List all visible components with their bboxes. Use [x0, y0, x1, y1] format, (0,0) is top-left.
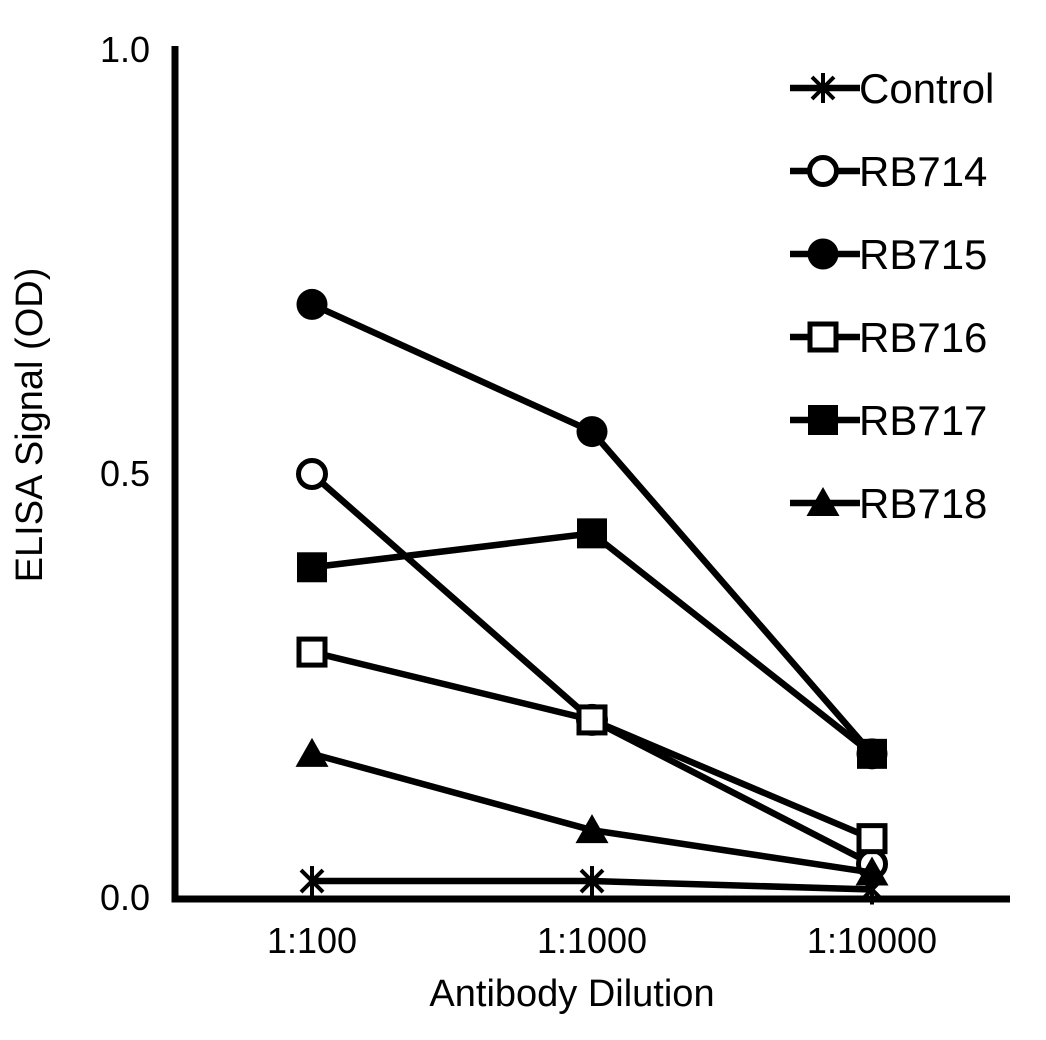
- legend-label: Control: [859, 65, 994, 112]
- square-open-marker: [856, 823, 888, 855]
- x-tick-label: 1:1000: [537, 920, 647, 961]
- y-tick-label: 0.5: [100, 453, 150, 494]
- data-series: [295, 288, 889, 905]
- y-tick-label: 0.0: [100, 877, 150, 918]
- x-axis-tick-labels: 1:100 1:1000 1:10000: [267, 920, 937, 961]
- circle-open-marker: [296, 458, 328, 490]
- square-filled-marker: [857, 738, 887, 769]
- triangle-filled-marker: [295, 737, 329, 767]
- legend-label: RB714: [859, 148, 987, 195]
- asterisk-marker: [579, 866, 605, 897]
- series-rb718: [295, 737, 889, 886]
- square-open-marker: [296, 636, 328, 668]
- square-filled-marker: [808, 405, 838, 435]
- y-tick-label: 1.0: [100, 29, 150, 70]
- series-rb716: [296, 636, 888, 855]
- legend: Control RB714 RB715 RB716 RB717 RB718: [790, 65, 994, 527]
- asterisk-marker: [299, 866, 325, 897]
- x-tick-label: 1:10000: [807, 920, 937, 961]
- series-line-rb718: [311, 750, 873, 876]
- legend-item-rb716: RB716: [790, 314, 987, 361]
- circle-open-marker: [807, 155, 839, 187]
- asterisk-marker: [810, 73, 836, 103]
- legend-label: RB717: [859, 397, 987, 444]
- legend-item-control: Control: [790, 65, 994, 112]
- legend-item-rb714: RB714: [790, 148, 987, 195]
- legend-item-rb718: RB718: [790, 480, 987, 527]
- legend-label: RB718: [859, 480, 987, 527]
- legend-item-rb715: RB715: [790, 231, 987, 278]
- square-filled-marker: [297, 552, 327, 583]
- y-axis-title: ELISA Signal (OD): [9, 268, 51, 583]
- circle-filled-marker: [807, 238, 839, 270]
- triangle-filled-marker: [575, 814, 609, 844]
- y-axis-tick-labels: 0.0 0.5 1.0: [100, 29, 150, 918]
- square-filled-marker: [577, 518, 607, 549]
- triangle-filled-marker: [855, 856, 889, 886]
- x-axis-title: Antibody Dilution: [429, 973, 714, 1015]
- series-line-rb716: [311, 648, 874, 842]
- legend-label: RB716: [859, 314, 987, 361]
- legend-label: RB715: [859, 231, 987, 278]
- triangle-filled-marker: [806, 487, 840, 516]
- circle-filled-marker: [296, 288, 328, 320]
- series-rb717: [297, 518, 887, 769]
- legend-item-rb717: RB717: [790, 397, 987, 444]
- square-open-marker: [807, 321, 839, 353]
- circle-filled-marker: [576, 416, 608, 448]
- square-open-marker: [576, 704, 608, 736]
- x-tick-label: 1:100: [267, 920, 357, 961]
